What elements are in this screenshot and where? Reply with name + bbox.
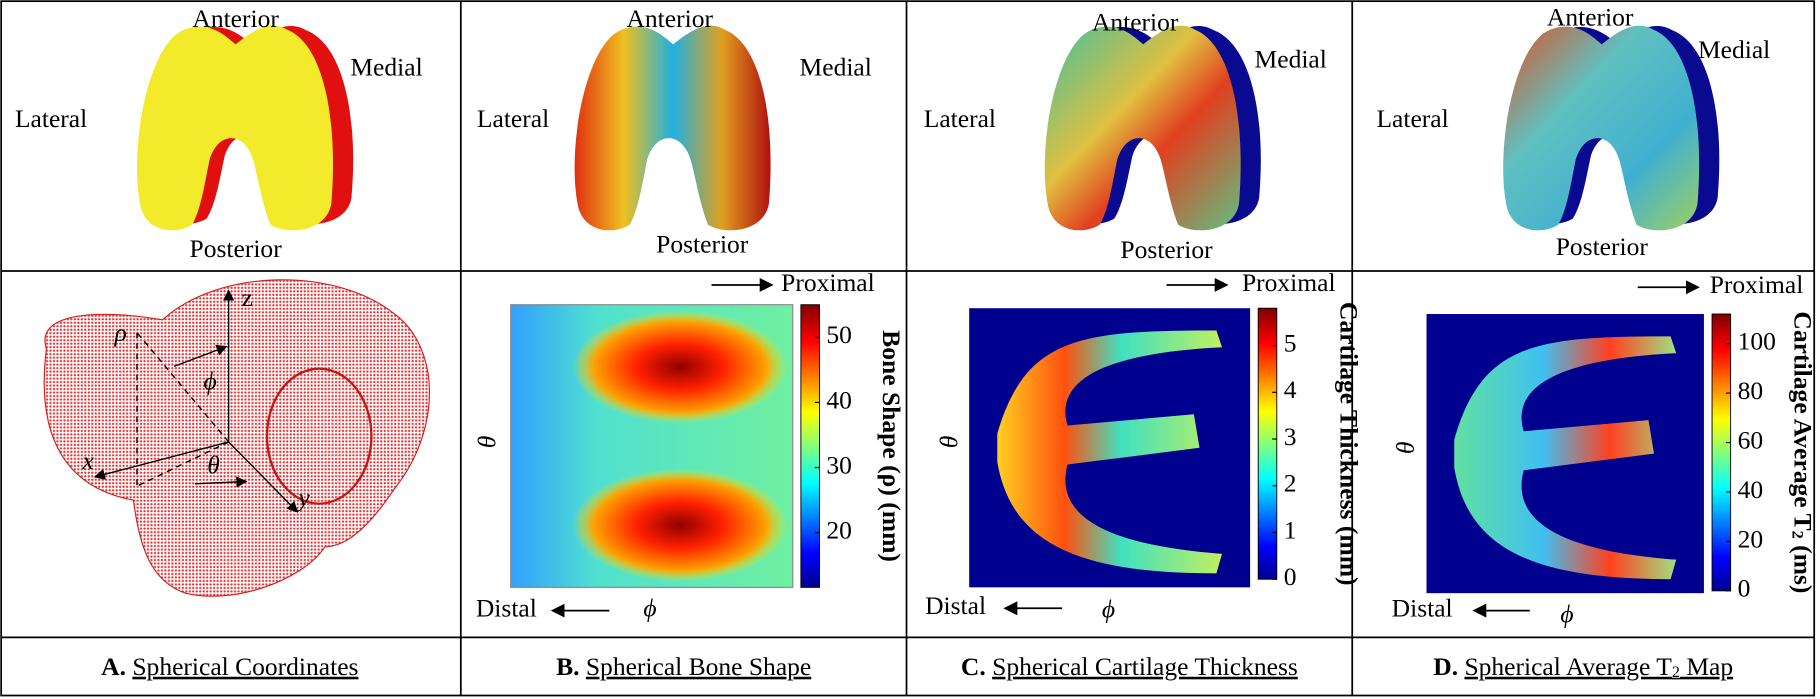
caption: D. Spherical Average T2 Map	[1433, 652, 1733, 681]
heatmap-hot	[572, 310, 788, 424]
text-part: Bone Shape (ρ) (mm)	[877, 330, 906, 562]
colorbar-tick-label: 20	[1738, 524, 1764, 553]
text-part: Spherical Cartilage Thickness	[992, 652, 1298, 681]
proximal-label: Proximal	[781, 268, 875, 297]
view-label: Medial	[350, 53, 422, 82]
view-label: Lateral	[1376, 104, 1448, 133]
colorbar-tick-label: 2	[1284, 469, 1297, 498]
caption-title: Spherical Average T2 Map	[1464, 652, 1733, 681]
colorbar-tick-label: 0	[1738, 574, 1751, 603]
view-label: Anterior	[1092, 7, 1179, 36]
colorbar-tick-label: 20	[826, 515, 852, 544]
caption-letter: A.	[101, 652, 126, 681]
coordinate-diagram	[43, 279, 430, 597]
colorbar-tick-label: 50	[826, 320, 852, 349]
distal-label: Distal	[476, 593, 537, 622]
phi-label: ϕ	[1102, 595, 1115, 624]
colorbar-tick-label: 1	[1284, 515, 1297, 544]
phi-label: ϕ	[1560, 599, 1573, 628]
colorbar-tick-label: 5	[1284, 328, 1297, 357]
distal-label: Distal	[1392, 593, 1453, 622]
view-label: Medial	[1698, 35, 1770, 64]
colorbar-tick-label: 40	[1738, 475, 1764, 504]
bone	[1503, 25, 1700, 231]
caption-title: Spherical Coordinates	[132, 652, 358, 681]
text-part: Spherical Bone Shape	[586, 652, 811, 681]
view-label: Posterior	[1556, 232, 1649, 261]
colorbar	[1257, 307, 1278, 580]
colorbar-tick-label: 40	[826, 385, 852, 414]
caption-title: Spherical Cartilage Thickness	[992, 652, 1298, 681]
theta-label: θ	[1391, 441, 1420, 454]
axis-symbol: y	[295, 483, 310, 512]
colorbar-tick-label: 4	[1284, 375, 1297, 404]
theta-label: θ	[935, 436, 964, 449]
proximal-label: Proximal	[1242, 268, 1336, 297]
bone	[574, 25, 771, 231]
text-part: 2	[1672, 662, 1680, 680]
colorbar-label: Cartilage Thickness (mm)	[1335, 302, 1364, 586]
phi-label: ϕ	[643, 593, 656, 622]
text-part: Spherical Coordinates	[132, 652, 358, 681]
text-part: Spherical Average T	[1464, 652, 1672, 681]
view-label: Medial	[1255, 44, 1327, 73]
caption-letter: B.	[556, 652, 579, 681]
distal-label: Distal	[925, 591, 986, 620]
colorbar-tick-label: 100	[1738, 327, 1776, 356]
colorbar	[800, 304, 820, 588]
colorbar-tick-label: 0	[1284, 562, 1297, 591]
view-label: Lateral	[924, 104, 996, 133]
view-label: Anterior	[192, 4, 279, 33]
caption-title: Spherical Bone Shape	[586, 652, 811, 681]
caption: B. Spherical Bone Shape	[556, 652, 811, 681]
caption-letter: D.	[1433, 652, 1458, 681]
axis-symbol: ρ	[114, 318, 127, 347]
colorbar-tick-label: 3	[1284, 422, 1297, 451]
view-label: Anterior	[627, 4, 714, 33]
axis-symbol: θ	[207, 450, 220, 479]
view-label: Lateral	[15, 104, 87, 133]
cartilage-map	[997, 330, 1222, 574]
view-label: Posterior	[1120, 235, 1213, 264]
caption-letter: C.	[961, 652, 986, 681]
text-part: 2	[1789, 531, 1807, 539]
colorbar-tick-label: 60	[1738, 425, 1764, 454]
caption: C. Spherical Cartilage Thickness	[961, 652, 1298, 681]
proximal-label: Proximal	[1710, 270, 1804, 299]
axis-symbol: ϕ	[203, 367, 216, 396]
text-part: (ms)	[1788, 539, 1817, 594]
colorbar-tick-label: 80	[1738, 376, 1764, 405]
colorbar-label: Bone Shape (ρ) (mm)	[877, 330, 906, 562]
bone	[137, 25, 334, 231]
theta-label: θ	[473, 436, 502, 449]
text-part: Map	[1680, 652, 1733, 681]
view-label: Posterior	[656, 229, 749, 258]
view-label: Anterior	[1547, 3, 1634, 32]
view-label: Lateral	[477, 104, 549, 133]
view-label: Medial	[800, 53, 872, 82]
axis-symbol: z	[242, 283, 253, 312]
cartilage-map	[1454, 336, 1677, 580]
text-part: Cartilage Thickness (mm)	[1335, 302, 1364, 586]
text-part: Cartilage Average T	[1788, 311, 1817, 530]
caption: A. Spherical Coordinates	[101, 652, 358, 681]
bone	[1044, 25, 1241, 231]
heatmap-hot	[572, 468, 788, 582]
axis-symbol: x	[82, 446, 95, 475]
colorbar-tick-label: 30	[826, 450, 852, 479]
view-label: Posterior	[190, 234, 283, 263]
colorbar	[1711, 313, 1732, 592]
colorbar-label: Cartilage Average T2 (ms)	[1788, 311, 1817, 593]
